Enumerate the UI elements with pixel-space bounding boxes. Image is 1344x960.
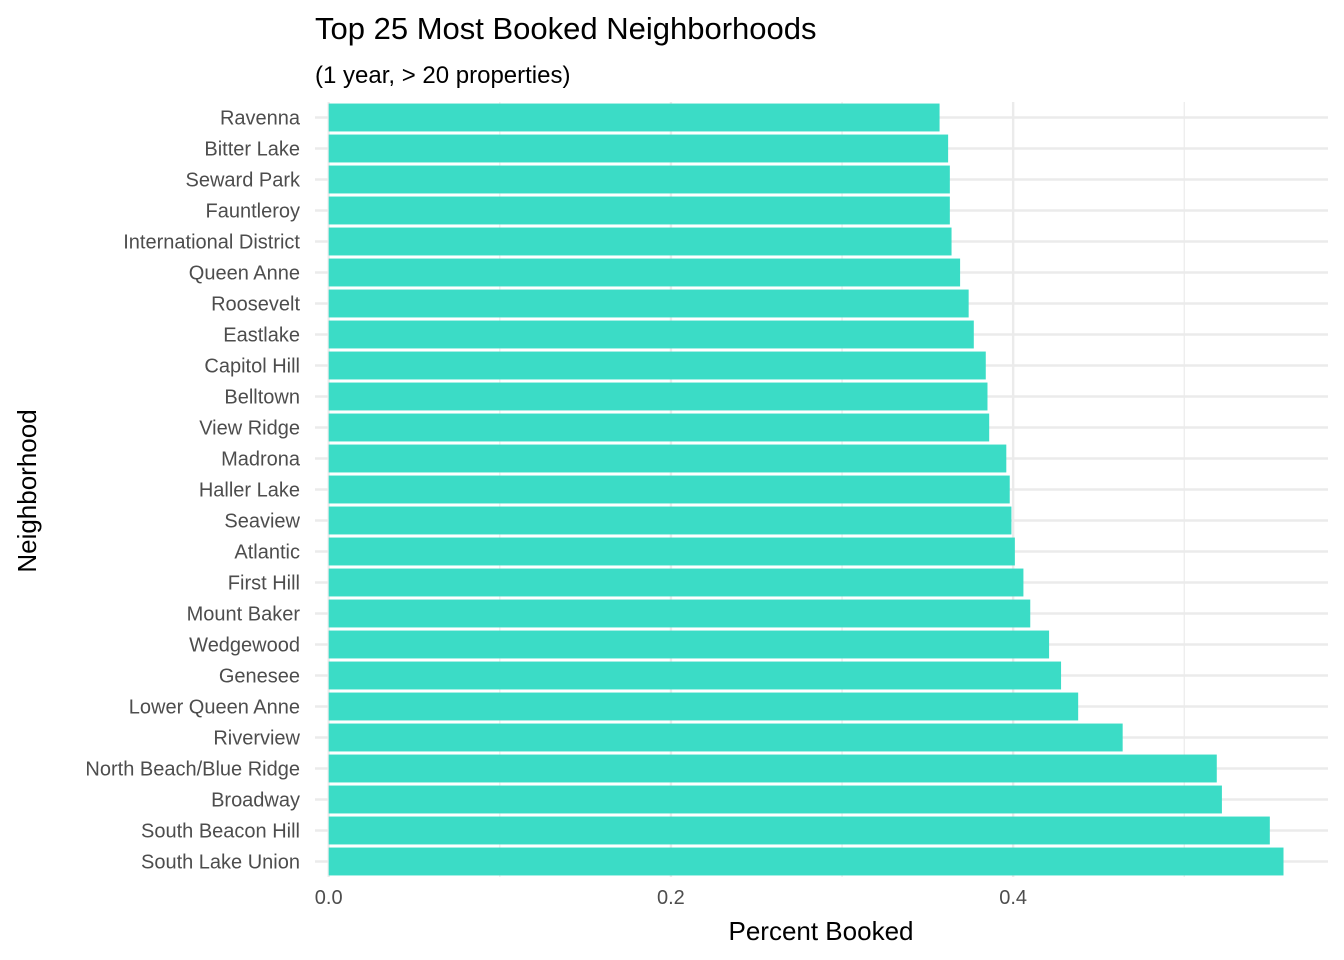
bar [328,816,1270,845]
y-axis-title: Neighborhood [12,409,42,572]
y-tick-label: View Ridge [199,418,300,440]
y-tick-label: South Beacon Hill [141,821,300,843]
x-tick-label: 0.4 [999,887,1027,909]
bar [328,661,1062,690]
y-tick-label: First Hill [228,573,300,595]
bar [328,165,950,194]
x-tick-label: 0.2 [657,887,685,909]
bar [328,847,1284,876]
chart-title: Top 25 Most Booked Neighborhoods [315,11,817,46]
y-axis-tick-labels: Ravenna Bitter Lake Seward Park Fauntleroy I… [85,108,301,874]
bar [328,537,1015,566]
chart-subtitle: (1 year, > 20 properties) [315,62,570,89]
y-tick-label: Genesee [219,666,300,688]
bar [328,630,1050,659]
y-tick-label: Wedgewood [189,635,300,657]
bar [328,103,940,132]
y-tick-label: Bitter Lake [204,139,300,161]
y-tick-label: Ravenna [220,108,301,130]
y-tick-label: International District [123,232,300,254]
bar [328,351,986,380]
bar [328,382,988,411]
y-tick-label: South Lake Union [141,852,300,874]
y-tick-label: Haller Lake [199,480,300,502]
bars [328,103,1284,876]
bar [328,196,950,225]
bar [328,227,952,256]
y-tick-label: Riverview [213,728,300,750]
bar [328,754,1217,783]
x-tick-label: 0.0 [315,887,343,909]
y-tick-label: Seward Park [186,170,301,192]
y-tick-label: Madrona [221,449,301,471]
y-tick-label: Fauntleroy [206,201,301,223]
bar [328,475,1010,504]
bar [328,506,1012,535]
bar [328,599,1031,628]
y-tick-label: Mount Baker [187,604,301,626]
bar [328,413,990,442]
bar [328,134,949,163]
x-axis-title: Percent Booked [728,916,913,946]
y-tick-label: Roosevelt [211,294,300,316]
y-tick-label: Seaview [224,511,300,533]
bar [328,785,1222,814]
y-tick-label: North Beach/Blue Ridge [85,759,300,781]
y-tick-label: Broadway [211,790,300,812]
bar [328,723,1123,752]
bar [328,444,1007,473]
y-tick-label: Eastlake [223,325,300,347]
bar [328,289,969,318]
y-tick-label: Lower Queen Anne [129,697,300,719]
y-tick-label: Queen Anne [189,263,300,285]
bar [328,568,1024,597]
x-axis-tick-labels: 0.0 0.2 0.4 [315,887,1027,909]
bar [328,692,1079,721]
bar [328,258,961,287]
y-tick-label: Belltown [224,387,300,409]
y-tick-label: Capitol Hill [204,356,300,378]
y-tick-label: Atlantic [234,542,300,564]
bar [328,320,974,349]
